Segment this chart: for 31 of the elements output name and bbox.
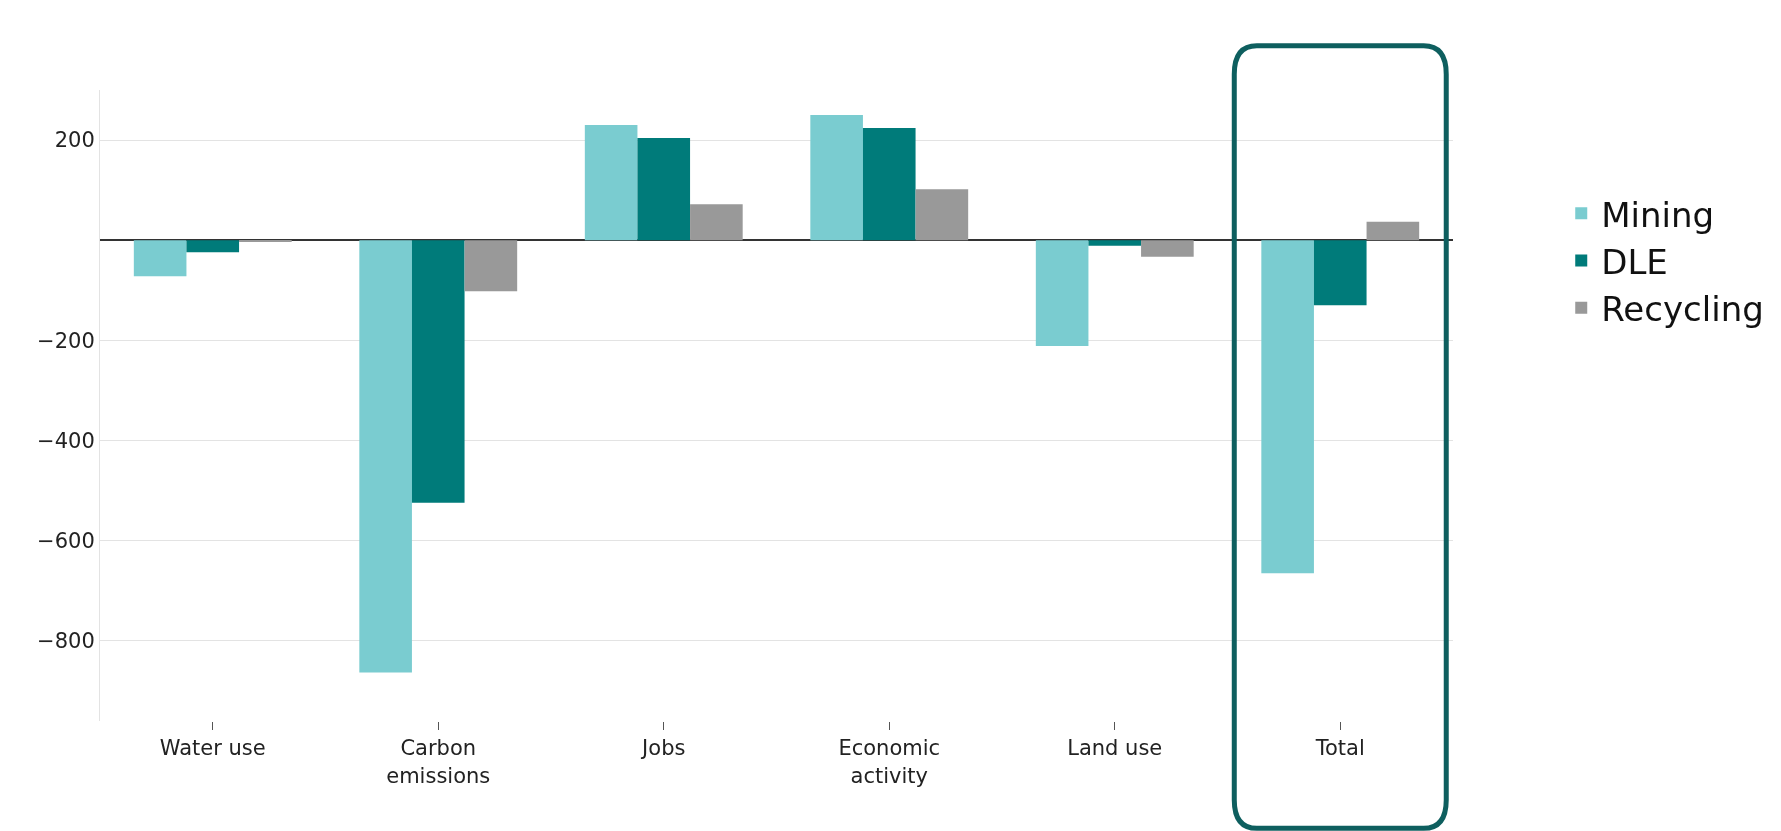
bar bbox=[186, 240, 240, 253]
legend-label: Mining bbox=[1601, 194, 1715, 235]
y-tick-label: −200 bbox=[37, 328, 95, 353]
bar bbox=[1313, 240, 1367, 306]
y-tick-label: −400 bbox=[37, 428, 95, 453]
bar bbox=[915, 189, 969, 241]
bar bbox=[690, 204, 743, 241]
legend-label: Recycling bbox=[1601, 288, 1764, 329]
x-tick-label: Water use bbox=[159, 736, 266, 761]
y-tick-label: 200 bbox=[54, 128, 95, 153]
bar bbox=[1261, 240, 1314, 574]
bar bbox=[411, 240, 465, 503]
bar bbox=[1141, 240, 1194, 257]
bar bbox=[359, 240, 412, 673]
bar bbox=[1088, 240, 1142, 246]
legend-label: DLE bbox=[1601, 241, 1668, 282]
y-tick-label: −600 bbox=[37, 529, 95, 554]
bar bbox=[584, 125, 638, 241]
bar bbox=[637, 138, 691, 241]
bar bbox=[1366, 221, 1420, 241]
x-tick-label: Total bbox=[1314, 736, 1365, 761]
x-tick-label: Carbon emissions bbox=[386, 736, 491, 788]
x-tick-label: Land use bbox=[1067, 736, 1163, 761]
x-tick-label: Jobs bbox=[640, 736, 686, 761]
bar bbox=[1035, 240, 1089, 346]
bar bbox=[464, 240, 518, 292]
bar bbox=[133, 240, 187, 277]
x-tick-label: Economic activity bbox=[838, 736, 941, 788]
y-tick-label: −800 bbox=[37, 629, 95, 654]
bar bbox=[810, 115, 863, 241]
bar bbox=[862, 128, 916, 241]
